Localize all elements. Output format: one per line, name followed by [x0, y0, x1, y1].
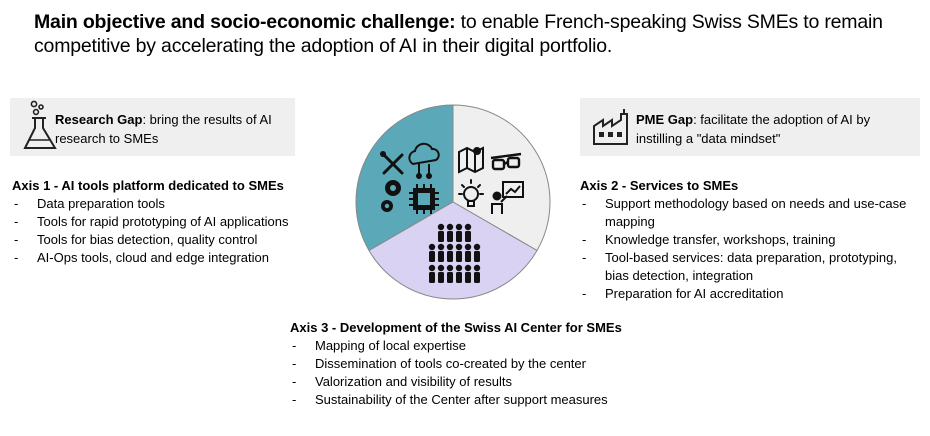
list-item: AI-Ops tools, cloud and edge integration	[12, 249, 342, 267]
presenter-icon	[491, 181, 524, 214]
list-item: Data preparation tools	[12, 195, 342, 213]
axis2-block: Axis 2 - Services to SMEs Support method…	[580, 177, 920, 303]
factory-icon	[593, 109, 628, 145]
map-icon	[458, 146, 484, 174]
pme-gap-box: PME Gap: facilitate the adoption of AI b…	[580, 98, 920, 156]
people-group-icon	[428, 223, 481, 283]
pie-segment-axis3	[368, 201, 538, 300]
list-item: Dissemination of tools co-created by the…	[290, 355, 690, 373]
pme-gap-description: : facilitate the adoption of AI by insti…	[636, 112, 871, 146]
pme-gap-label: PME Gap	[636, 112, 694, 127]
list-item: Tools for bias detection, quality contro…	[12, 231, 342, 249]
gears-icon	[381, 180, 401, 212]
research-gap-label: Research Gap	[55, 112, 143, 127]
three-axes-pie	[355, 104, 551, 300]
research-gap-description: : bring the results of AI research to SM…	[55, 112, 272, 146]
pie-segment-axis1	[355, 104, 454, 252]
list-item: Sustainability of the Center after suppo…	[290, 391, 690, 409]
research-gap-box: Research Gap: bring the results of AI re…	[10, 98, 295, 156]
axis2-list: Support methodology based on needs and u…	[580, 195, 920, 303]
list-item: Support methodology based on needs and u…	[580, 195, 920, 231]
axis1-block: Axis 1 - AI tools platform dedicated to …	[12, 177, 342, 267]
axis3-title: Axis 3 - Development of the Swiss AI Cen…	[290, 320, 622, 335]
main-objective-headline: Main objective and socio-economic challe…	[34, 10, 914, 58]
lightbulb-icon	[458, 179, 484, 207]
flask-icon	[23, 100, 57, 149]
axis1-title: Axis 1 - AI tools platform dedicated to …	[12, 178, 284, 193]
axis3-block: Axis 3 - Development of the Swiss AI Cen…	[290, 319, 690, 409]
pme-gap-text: PME Gap: facilitate the adoption of AI b…	[636, 110, 916, 148]
headline-rest: to enable French-speaking Swiss SMEs to …	[34, 11, 883, 57]
list-item: Preparation for AI accreditation	[580, 285, 920, 303]
pie-segment-axis2	[452, 104, 551, 252]
research-gap-text: Research Gap: bring the results of AI re…	[55, 110, 290, 148]
chip-icon	[409, 184, 439, 214]
glasses-icon	[490, 152, 522, 171]
axis1-list: Data preparation tools Tools for rapid p…	[12, 195, 342, 267]
axis2-title: Axis 2 - Services to SMEs	[580, 178, 739, 193]
headline-bold: Main objective and socio-economic challe…	[34, 11, 456, 33]
cloud-network-icon	[408, 142, 440, 179]
tools-icon	[380, 151, 404, 175]
axis3-list: Mapping of local expertise Dissemination…	[290, 337, 690, 409]
list-item: Knowledge transfer, workshops, training	[580, 231, 920, 249]
list-item: Tool-based services: data preparation, p…	[580, 249, 920, 285]
list-item: Tools for rapid prototyping of AI applic…	[12, 213, 342, 231]
list-item: Mapping of local expertise	[290, 337, 690, 355]
list-item: Valorization and visibility of results	[290, 373, 690, 391]
